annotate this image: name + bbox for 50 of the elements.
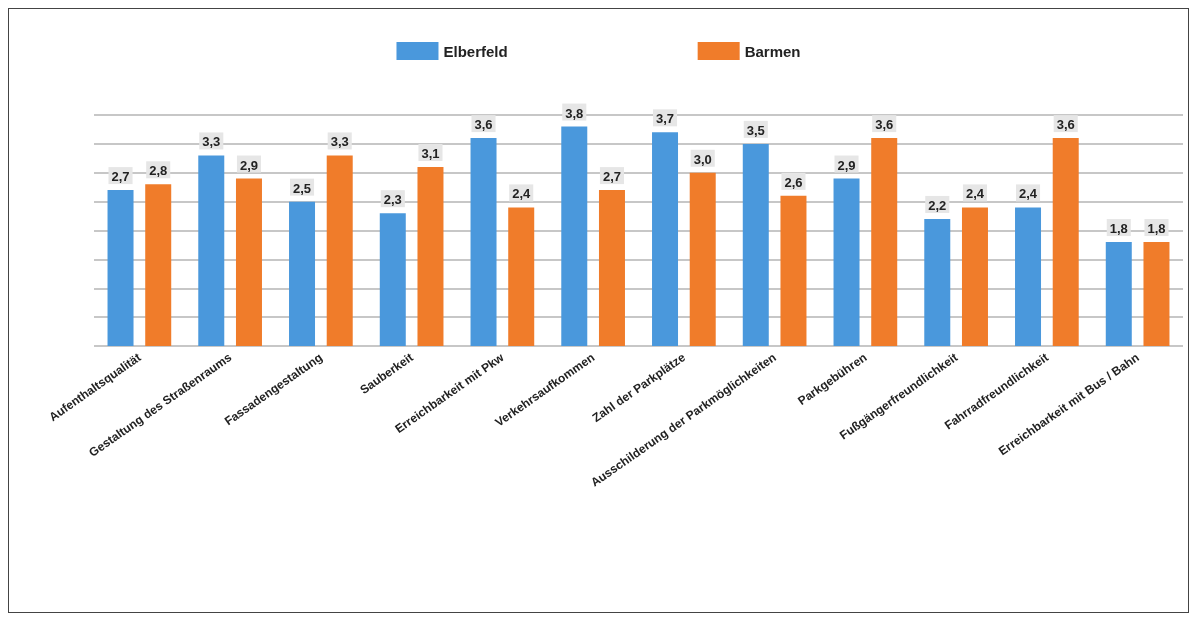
data-label: 3,3 bbox=[330, 134, 349, 150]
data-label: 3,0 bbox=[693, 151, 712, 167]
data-label: 2,2 bbox=[928, 197, 947, 213]
data-label: 3,1 bbox=[421, 145, 440, 161]
data-label: 3,6 bbox=[1056, 117, 1075, 133]
bar bbox=[145, 184, 172, 346]
bar bbox=[1052, 138, 1079, 346]
bar bbox=[780, 195, 807, 346]
bar bbox=[561, 126, 588, 346]
bar bbox=[833, 178, 860, 346]
data-label: 2,5 bbox=[292, 180, 312, 196]
bar bbox=[379, 213, 406, 346]
bar bbox=[742, 143, 769, 346]
bar bbox=[235, 178, 262, 346]
data-label: 2,4 bbox=[512, 186, 532, 202]
data-label: 2,4 bbox=[1018, 186, 1038, 202]
bar bbox=[326, 155, 353, 346]
bar bbox=[961, 207, 988, 346]
bar bbox=[1143, 242, 1170, 346]
data-label: 2,7 bbox=[602, 169, 622, 185]
data-label: 2,3 bbox=[383, 192, 402, 208]
data-label: 2,9 bbox=[239, 157, 259, 173]
data-label: 2,7 bbox=[111, 169, 130, 185]
bar bbox=[598, 190, 625, 346]
data-label: 2,6 bbox=[784, 174, 803, 190]
bar bbox=[470, 138, 497, 346]
data-label: 3,6 bbox=[474, 117, 493, 133]
bar bbox=[871, 138, 898, 346]
data-label: 2,8 bbox=[149, 163, 168, 179]
data-label: 3,7 bbox=[655, 111, 675, 127]
bar bbox=[289, 201, 316, 346]
bar bbox=[198, 155, 225, 346]
bar bbox=[417, 166, 444, 346]
data-label: 2,9 bbox=[837, 157, 856, 173]
legend-label: Elberfeld bbox=[443, 42, 508, 60]
bar bbox=[1015, 207, 1042, 346]
data-label: 3,3 bbox=[202, 134, 221, 150]
bar bbox=[689, 172, 716, 346]
legend-label: Barmen bbox=[744, 42, 801, 60]
data-label: 3,8 bbox=[565, 105, 584, 121]
bar bbox=[508, 207, 535, 346]
bar bbox=[107, 190, 134, 346]
data-label: 1,8 bbox=[1109, 221, 1128, 237]
data-label: 3,6 bbox=[875, 117, 894, 133]
bar bbox=[652, 132, 679, 346]
data-label: 2,4 bbox=[965, 186, 985, 202]
bar bbox=[1105, 242, 1132, 346]
bar bbox=[924, 218, 951, 346]
data-label: 3,5 bbox=[746, 122, 765, 138]
data-label: 1,8 bbox=[1147, 221, 1166, 237]
